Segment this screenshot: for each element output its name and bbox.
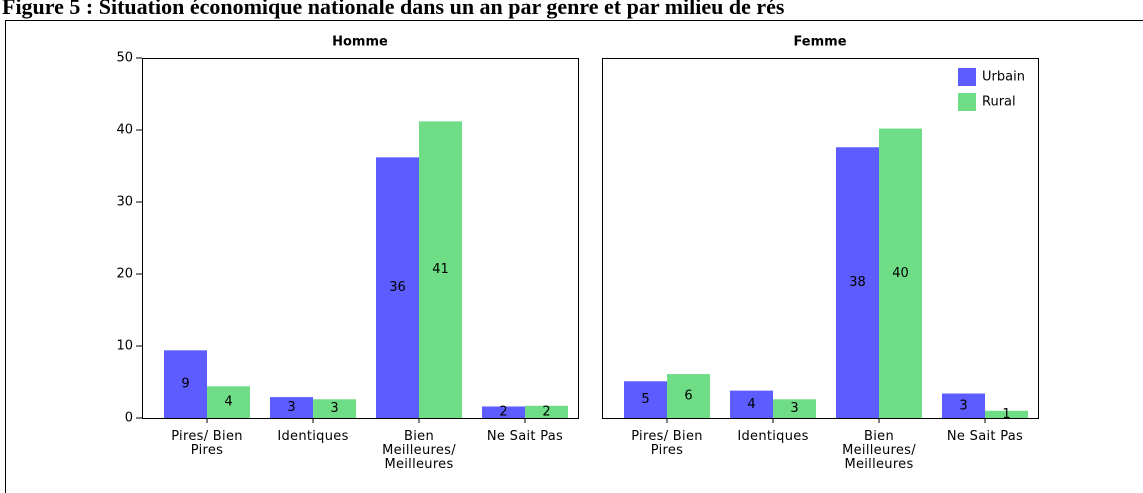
value-label: 5 bbox=[641, 392, 649, 407]
x-tick-label: Pires/ Bien Pires bbox=[171, 429, 243, 458]
value-label: 6 bbox=[684, 389, 692, 404]
x-tick-label: Bien Meilleures/ Meilleures bbox=[842, 429, 916, 472]
value-label: 3 bbox=[287, 400, 295, 415]
y-tick-label: 20 bbox=[116, 267, 133, 282]
value-label: 3 bbox=[959, 398, 967, 413]
y-tick-label: 50 bbox=[116, 51, 133, 66]
value-label: 4 bbox=[747, 397, 755, 412]
value-label: 41 bbox=[432, 262, 449, 277]
bar bbox=[207, 386, 250, 418]
bar bbox=[879, 128, 922, 418]
bar bbox=[419, 121, 462, 419]
legend-label: Rural bbox=[982, 95, 1016, 110]
bar bbox=[730, 390, 773, 418]
bar bbox=[482, 406, 525, 418]
value-label: 2 bbox=[499, 405, 507, 420]
value-label: 4 bbox=[224, 395, 232, 410]
figure-title: Figure 5 : Situation économique national… bbox=[2, 0, 785, 19]
legend-swatch bbox=[958, 93, 976, 111]
bar bbox=[270, 397, 313, 418]
legend-label: Urbain bbox=[982, 70, 1025, 85]
value-label: 2 bbox=[542, 404, 550, 419]
value-label: 9 bbox=[181, 377, 189, 392]
y-tick-label: 10 bbox=[116, 339, 133, 354]
bar bbox=[313, 399, 356, 418]
legend-swatch bbox=[958, 68, 976, 86]
y-tick-label: 40 bbox=[116, 123, 133, 138]
y-tick-label: 0 bbox=[125, 411, 133, 426]
bar bbox=[942, 393, 985, 418]
bar bbox=[667, 374, 710, 418]
panel-frame bbox=[602, 58, 1039, 419]
value-label: 36 bbox=[389, 280, 406, 295]
value-label: 1 bbox=[1002, 407, 1010, 422]
bar bbox=[376, 157, 419, 419]
bar bbox=[985, 410, 1028, 418]
bar bbox=[164, 350, 207, 418]
x-tick-label: Pires/ Bien Pires bbox=[631, 429, 703, 458]
panel-frame bbox=[142, 58, 579, 419]
value-label: 40 bbox=[892, 266, 909, 281]
bar bbox=[836, 147, 879, 418]
x-tick-label: Ne Sait Pas bbox=[946, 429, 1024, 444]
bar bbox=[624, 381, 667, 418]
value-label: 3 bbox=[330, 401, 338, 416]
panel-title: Homme bbox=[332, 35, 388, 50]
x-tick-label: Identiques bbox=[277, 429, 349, 444]
bar bbox=[773, 399, 816, 418]
bar bbox=[525, 405, 568, 418]
x-tick-label: Ne Sait Pas bbox=[486, 429, 564, 444]
frame bbox=[5, 20, 1143, 493]
panel-title: Femme bbox=[793, 35, 846, 50]
y-tick-label: 30 bbox=[116, 195, 133, 210]
x-tick-label: Identiques bbox=[737, 429, 809, 444]
value-label: 3 bbox=[790, 401, 798, 416]
value-label: 38 bbox=[849, 275, 866, 290]
x-tick-label: Bien Meilleures/ Meilleures bbox=[382, 429, 456, 472]
